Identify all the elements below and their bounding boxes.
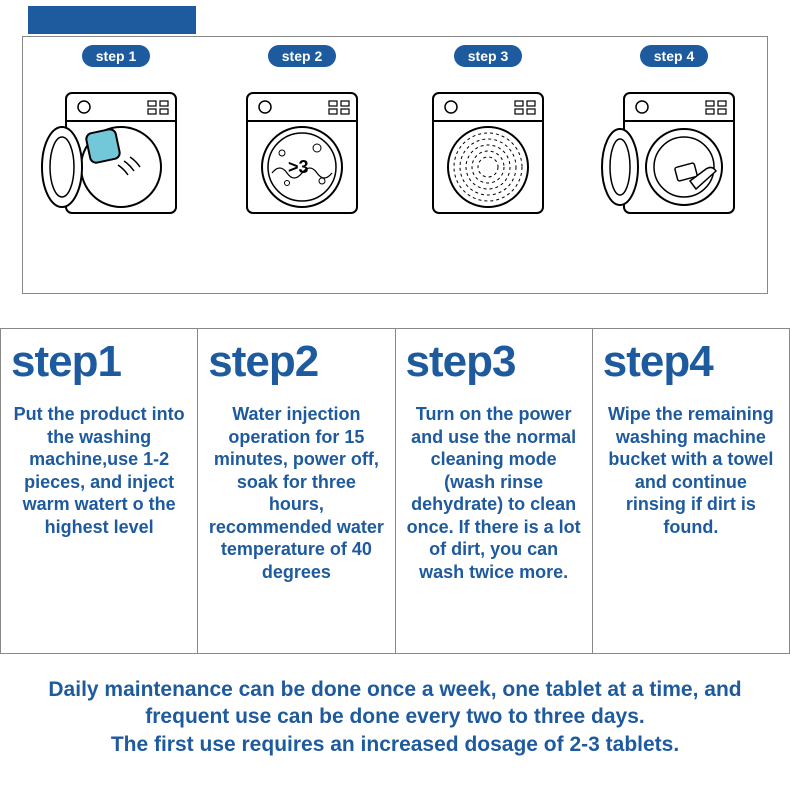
footer-note: Daily maintenance can be done once a wee…: [20, 676, 770, 758]
instruction-title-3: step3: [406, 337, 582, 387]
diagram-step-3: step 3: [403, 45, 573, 243]
diagram-step-4: step 4: [589, 45, 759, 243]
footer-line-1: Daily maintenance can be done once a wee…: [48, 678, 741, 728]
diagram-step-2: step 2 >3: [217, 45, 387, 243]
instruction-title-1: step1: [11, 337, 187, 387]
instruction-col-4: step4 Wipe the remaining washing machine…: [592, 329, 790, 653]
step-4-pill: step 4: [640, 45, 708, 67]
diagram-box: step 1 step 2: [22, 36, 768, 294]
washing-machine-icon-step3: [408, 73, 568, 243]
step-1-pill: step 1: [82, 45, 150, 67]
diagram-row: step 1 step 2: [23, 37, 767, 293]
instruction-text-2: Water injection operation for 15 minutes…: [208, 403, 384, 583]
instruction-col-2: step2 Water injection operation for 15 m…: [197, 329, 394, 653]
washing-machine-icon-step1: [36, 73, 196, 243]
step-3-pill: step 3: [454, 45, 522, 67]
soak-label: >3: [288, 157, 309, 177]
header-accent-bar: [28, 6, 196, 34]
instruction-title-2: step2: [208, 337, 384, 387]
step-2-pill: step 2: [268, 45, 336, 67]
instruction-text-4: Wipe the remaining washing machine bucke…: [603, 403, 779, 538]
instruction-col-3: step3 Turn on the power and use the norm…: [395, 329, 592, 653]
diagram-step-1: step 1: [31, 45, 201, 243]
washing-machine-icon-step2: >3: [222, 73, 382, 243]
washing-machine-icon-step4: [594, 73, 754, 243]
instruction-table: step1 Put the product into the washing m…: [0, 328, 790, 654]
instruction-text-3: Turn on the power and use the normal cle…: [406, 403, 582, 583]
instruction-text-1: Put the product into the washing machine…: [11, 403, 187, 538]
instruction-col-1: step1 Put the product into the washing m…: [0, 329, 197, 653]
footer-line-2: The first use requires an increased dosa…: [111, 733, 679, 756]
instruction-title-4: step4: [603, 337, 779, 387]
